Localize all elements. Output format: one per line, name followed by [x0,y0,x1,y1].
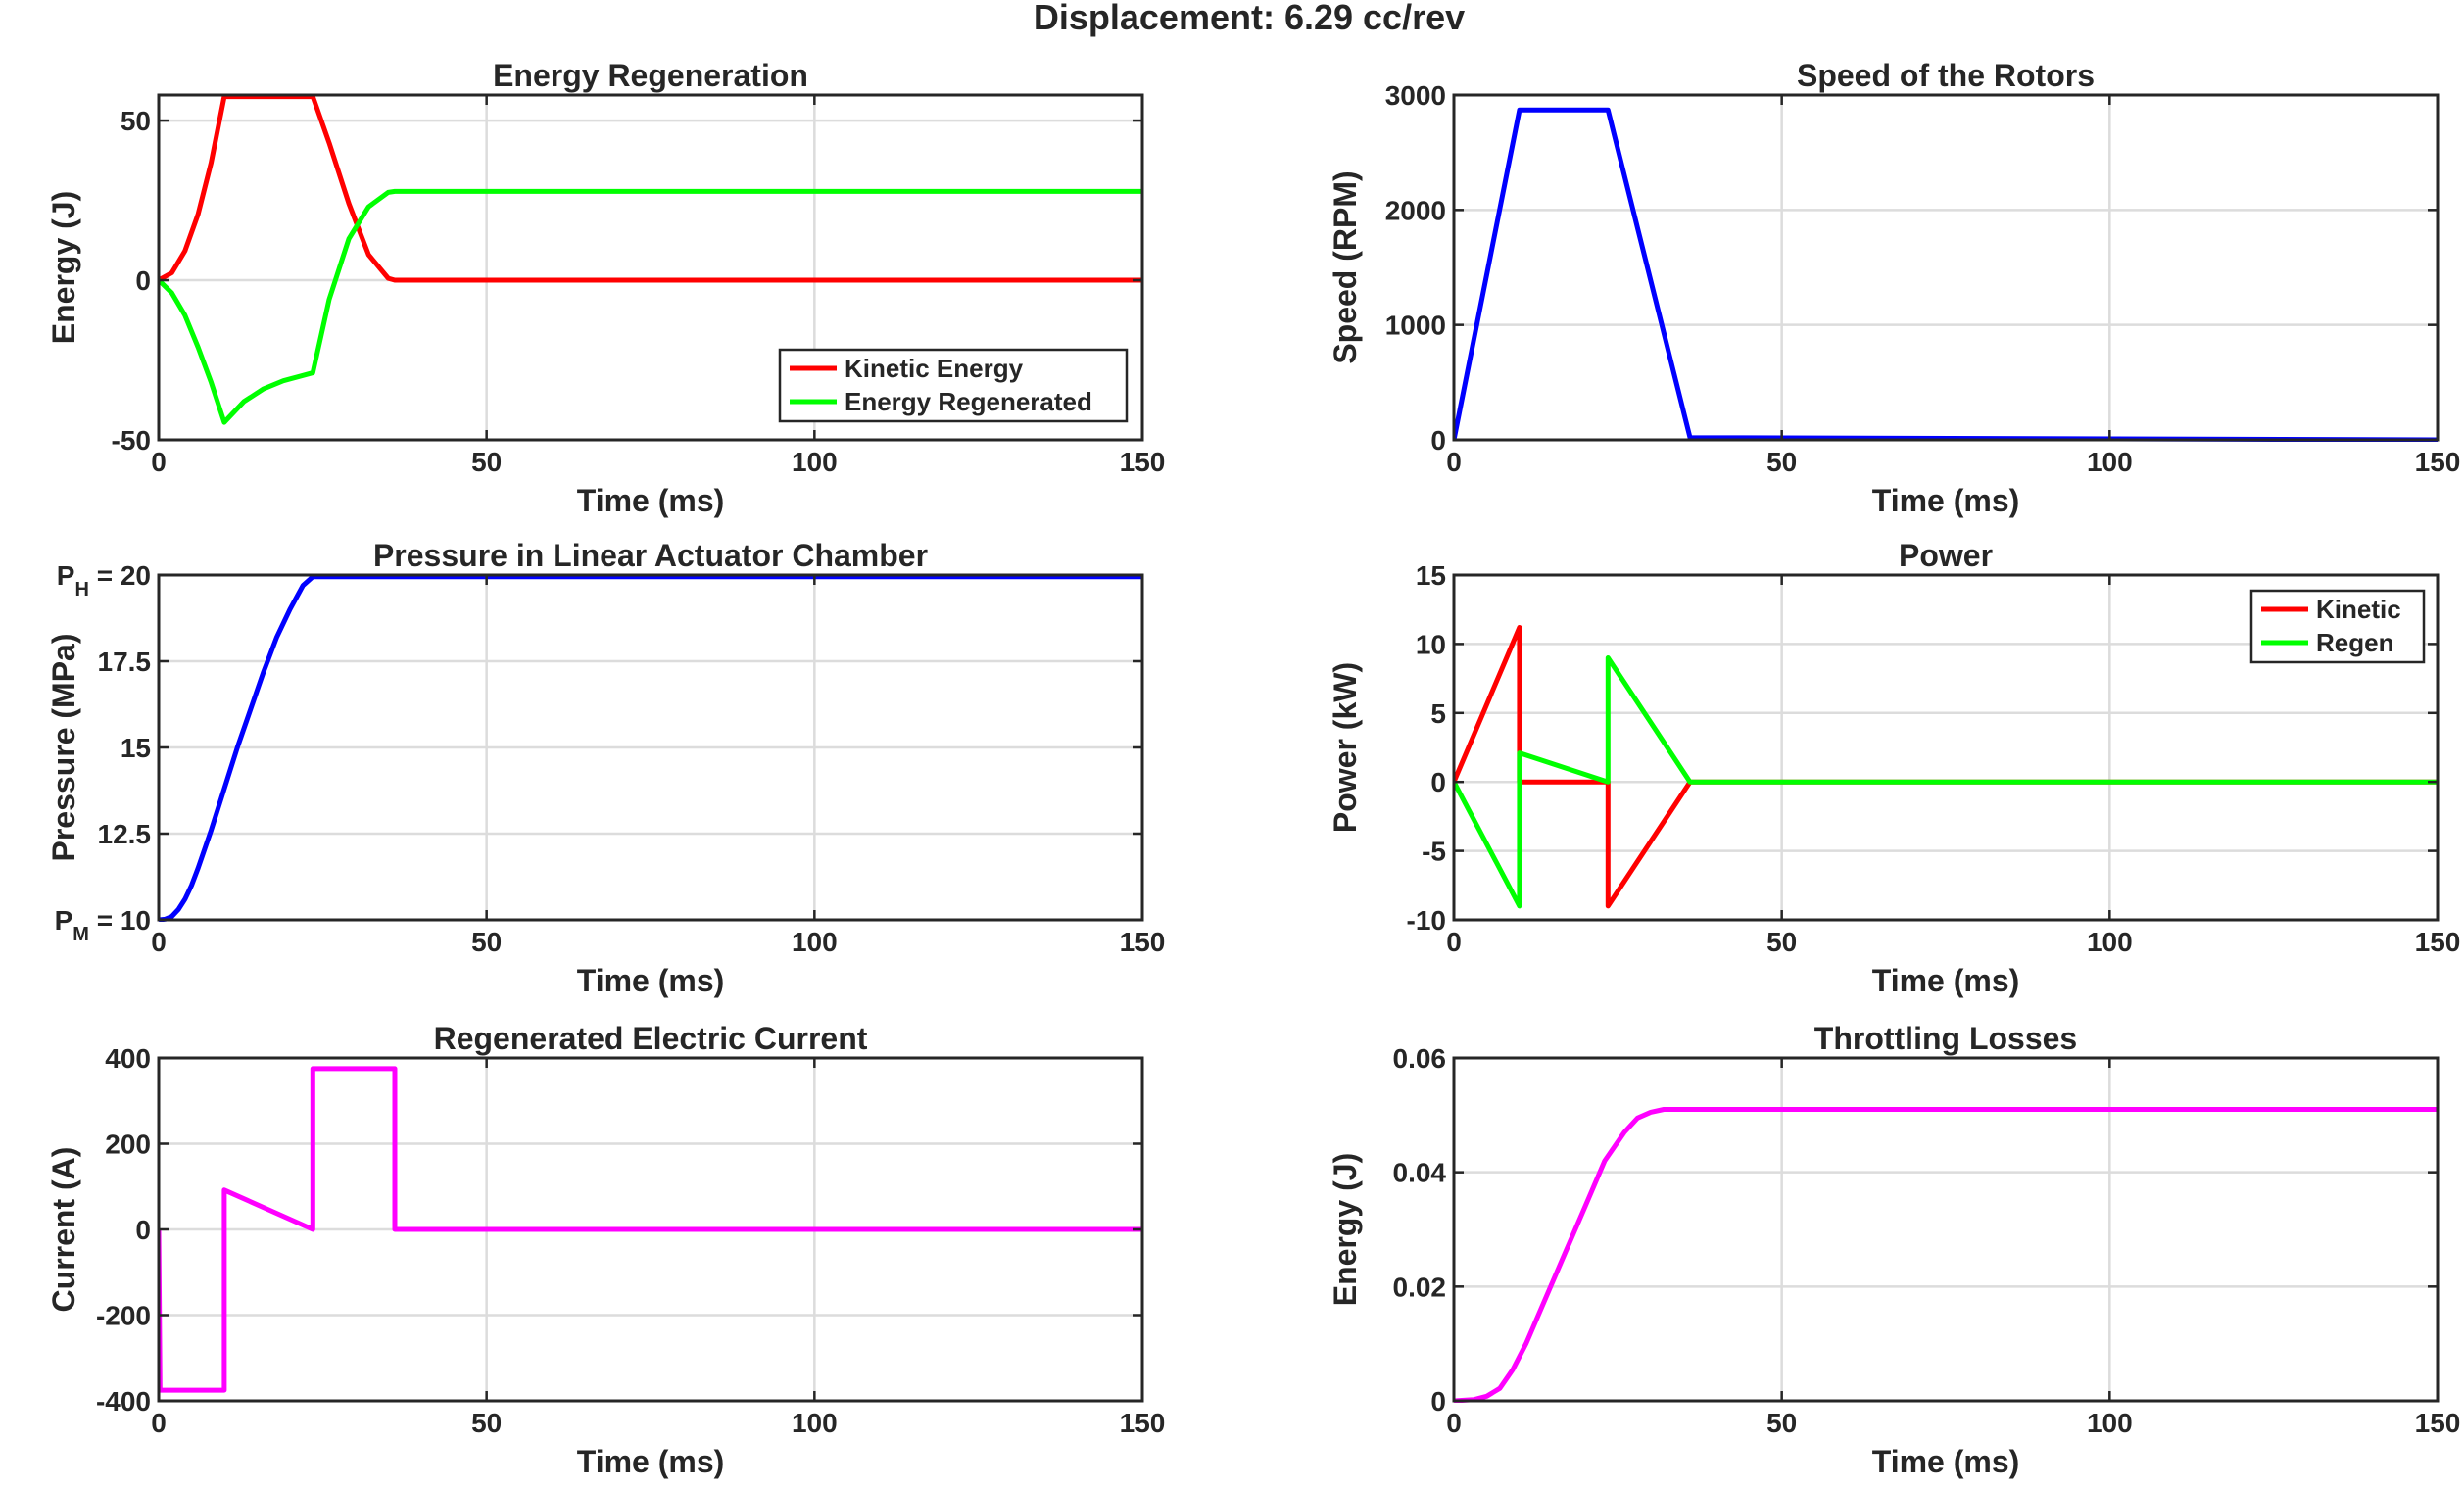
x-tick-label: 50 [471,927,502,957]
x-axis-label: Time (ms) [577,963,725,998]
y-tick-label: 15 [1416,560,1446,591]
x-tick-label: 0 [1446,927,1462,957]
x-tick-label: 50 [1766,447,1797,477]
x-tick-label: 50 [1766,1408,1797,1438]
x-tick-label: 0 [151,1408,167,1438]
y-tick-label: 400 [105,1043,151,1074]
x-tick-label: 100 [2087,447,2133,477]
x-tick-label: 150 [1120,1408,1166,1438]
x-axis-label: Time (ms) [1872,483,2020,518]
x-axis-label: Time (ms) [577,1444,725,1479]
x-tick-label: 50 [471,447,502,477]
series-line-1 [1454,107,2438,442]
x-tick-label: 0 [1446,1408,1462,1438]
legend-label: Energy Regenerated [845,387,1092,416]
x-tick-label: 150 [1120,927,1166,957]
y-axis-label: Pressure (MPa) [46,634,81,862]
plot-area [1454,1058,2438,1401]
y-tick-label: 0.06 [1393,1043,1447,1074]
legend-box [2249,589,2426,664]
y-tick-label: -10 [1407,905,1446,936]
x-tick-label: 50 [1766,927,1797,957]
y-tick-label: 10 [1416,629,1446,659]
y-tick-label: 15 [121,733,151,763]
y-tick-label: 0 [1430,1386,1446,1417]
series-line-regen [1454,655,2438,909]
x-tick-label: 100 [792,927,838,957]
y-axis-label: Current (A) [46,1147,81,1313]
x-tick-label: 150 [2415,927,2461,957]
y-tick-label: 50 [121,106,151,136]
plot-area [1454,95,2438,440]
y-axis-label: Energy (J) [1328,1153,1363,1306]
x-tick-label: 100 [792,447,838,477]
chart-title: Power [1899,538,1993,573]
x-tick-label: 0 [1446,447,1462,477]
axes-box [1452,93,2440,442]
chart-panel-5: 0 50 100 150 -400 -200 0 200 400 Regenerated Elec… [46,1021,1165,1479]
y-tick-label: 0.04 [1393,1158,1447,1188]
y-tick-label: 0.02 [1393,1272,1447,1302]
x-tick-label: 150 [2415,1408,2461,1438]
y-tick-label: 200 [105,1129,151,1160]
legend-label: Kinetic Energy [845,354,1024,383]
chart-title: Regenerated Electric Current [434,1021,868,1056]
axes-box [157,93,1144,442]
legend-label: Regen [2316,628,2393,657]
legend-box [778,348,1129,423]
legend: Kinetic Energy Energy Regenerated [778,348,1129,423]
chart-panel-6: 0 50 100 150 0 0.02 0.04 0.06 Throttling Losses T… [1328,1021,2460,1479]
series-line-1 [159,1066,1142,1393]
y-tick-label: PH = 20 [57,560,151,600]
series-line-energy-regenerated [159,188,1142,425]
x-axis-label: Time (ms) [1872,1444,2020,1479]
x-tick-label: 150 [1120,447,1166,477]
x-tick-label: 100 [2087,927,2133,957]
y-tick-label: -5 [1422,837,1446,867]
y-tick-label: 5 [1430,698,1446,729]
chart-title: Energy Regeneration [493,58,808,93]
chart-title: Throttling Losses [1814,1021,2077,1056]
series-line-1 [159,574,1142,922]
y-tick-label: 0 [1430,425,1446,456]
legend-label: Kinetic [2316,595,2401,624]
axes-box [1452,573,2440,922]
chart-panel-4: 0 50 100 150 -10 -5 0 5 10 15 Power Time (ms) Power … [1328,538,2460,998]
y-tick-label: 17.5 [98,647,152,677]
x-tick-label: 0 [151,927,167,957]
y-tick-label: 12.5 [98,819,152,849]
y-tick-label: -50 [112,425,151,456]
y-tick-label: -200 [96,1301,151,1331]
x-tick-label: 100 [792,1408,838,1438]
figure-title: Displacement: 6.29 cc/rev [1034,0,1465,37]
y-axis-label: Power (kW) [1328,662,1363,833]
x-tick-label: 100 [2087,1408,2133,1438]
chart-panel-2: 0 50 100 150 0 1000 2000 3000 Speed of the Rotor… [1328,58,2460,518]
chart-panel-3: 0 50 100 150 PM = 10 12.5 15 17.5 PH = 20 Pressur… [46,538,1165,998]
y-tick-label: 1000 [1385,311,1446,341]
series-line-1 [1454,1107,2438,1403]
y-tick-label: 0 [135,265,151,296]
y-tick-label: 0 [135,1215,151,1245]
x-axis-label: Time (ms) [1872,963,2020,998]
x-tick-label: 150 [2415,447,2461,477]
y-tick-label: PM = 10 [55,905,151,945]
legend: Kinetic Regen [2249,589,2426,664]
x-tick-label: 0 [151,447,167,477]
chart-title: Pressure in Linear Actuator Chamber [373,538,928,573]
y-axis-label: Energy (J) [46,191,81,344]
chart-title: Speed of the Rotors [1797,58,2095,93]
axes-box [1452,1056,2440,1403]
y-axis-label: Speed (RPM) [1328,170,1363,363]
y-tick-label: 0 [1430,767,1446,797]
x-axis-label: Time (ms) [577,483,725,518]
series-line-kinetic-energy [159,94,1142,283]
x-tick-label: 50 [471,1408,502,1438]
y-tick-label: 3000 [1385,80,1446,111]
y-tick-label: -400 [96,1386,151,1417]
y-tick-label: 2000 [1385,195,1446,225]
